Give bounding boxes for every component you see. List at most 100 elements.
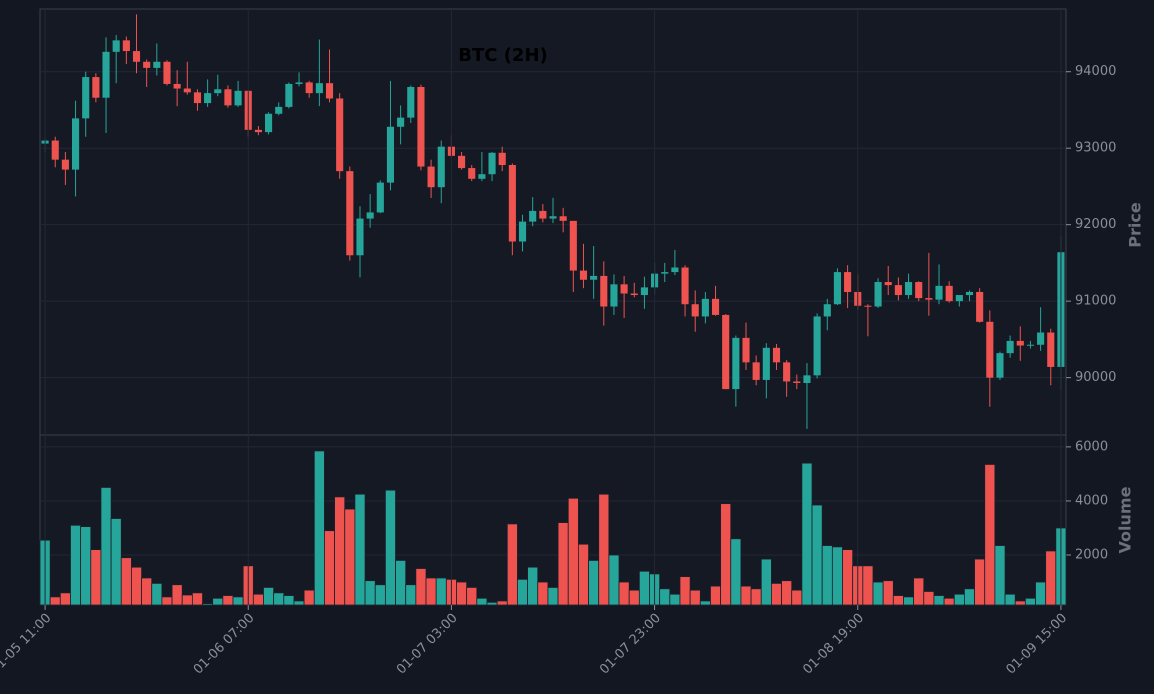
candle-body	[295, 82, 303, 84]
volume-bar	[994, 545, 1006, 606]
chart-title: BTC (2H)	[458, 45, 548, 66]
candle-body	[346, 171, 354, 256]
candle-body	[265, 113, 273, 133]
volume-bar	[384, 489, 396, 606]
volume-bar	[577, 543, 589, 606]
volume-bar	[923, 591, 935, 606]
candle-body	[803, 375, 811, 383]
volume-bar	[821, 545, 833, 606]
candle-body	[620, 284, 628, 294]
candle-body	[173, 83, 181, 89]
y-tick-label: 94000	[1075, 64, 1116, 79]
volume-bar	[415, 568, 427, 606]
candle-body	[82, 77, 90, 119]
candle-body	[600, 275, 608, 307]
candle-body	[722, 314, 730, 390]
candle-body	[732, 337, 740, 390]
volume-bar	[1014, 600, 1026, 606]
candle-body	[163, 61, 171, 84]
candle-body	[71, 118, 80, 170]
candle-body	[275, 106, 283, 114]
candle-body	[305, 82, 313, 94]
candle-body	[1016, 340, 1024, 346]
candle-body	[132, 51, 141, 62]
volume-bar	[100, 487, 112, 606]
volume-bar	[1035, 581, 1047, 606]
candle-body	[153, 61, 161, 68]
candle-body	[102, 51, 110, 98]
volume-bar	[964, 588, 975, 606]
candle-body	[844, 272, 852, 292]
candle-body	[742, 337, 750, 363]
candle-body	[935, 285, 943, 300]
candle-body	[945, 285, 953, 302]
candle-body	[915, 282, 923, 299]
volume-bar	[892, 595, 904, 606]
volume-bar	[59, 592, 71, 606]
volume-bar	[831, 546, 843, 606]
volume-bar	[151, 582, 163, 606]
volume-bar	[699, 600, 711, 606]
volume-bar	[547, 587, 559, 606]
volume-bar	[181, 594, 193, 606]
candle-body	[356, 218, 364, 256]
y-axis-label: Price	[1126, 202, 1145, 248]
volume-bar	[222, 595, 234, 606]
volume-bar	[252, 593, 264, 606]
volume-bar	[659, 588, 671, 606]
candle-body	[833, 272, 841, 305]
candle-body	[874, 282, 882, 307]
y-axis-label: Volume	[1116, 486, 1135, 553]
volume-bar	[588, 560, 600, 606]
candle-body	[539, 210, 547, 219]
volume-bar	[517, 578, 529, 606]
candle-body	[204, 93, 212, 104]
volume-bar	[506, 523, 518, 606]
volume-bar	[273, 592, 285, 606]
y-tick-label: 93000	[1075, 141, 1116, 156]
volume-bar	[354, 493, 366, 606]
volume-bar	[344, 508, 356, 606]
candle-body	[894, 285, 902, 296]
volume-bar	[313, 450, 325, 606]
volume-bar	[364, 580, 376, 606]
candle-body	[579, 270, 588, 280]
candle-body	[417, 87, 425, 167]
volume-bar	[771, 582, 782, 606]
volume-bar	[303, 589, 315, 606]
volume-bar	[496, 600, 508, 606]
volume-bar	[882, 580, 894, 606]
candle-body	[336, 98, 344, 172]
volume-bar	[862, 565, 874, 606]
volume-bar	[537, 581, 549, 606]
volume-bar	[456, 581, 468, 606]
candle-body	[772, 347, 781, 363]
candle-body	[366, 212, 374, 219]
volume-bar	[293, 600, 305, 606]
candle-body	[681, 267, 689, 305]
volume-bar	[263, 587, 275, 606]
candle-body	[122, 40, 130, 52]
volume-bar	[750, 588, 762, 606]
candle-body	[254, 129, 262, 133]
volume-bar	[324, 530, 335, 606]
candle-body	[976, 291, 984, 322]
volume-bar	[720, 503, 732, 606]
candle-body	[864, 305, 872, 307]
volume-bar	[628, 589, 640, 606]
candle-body	[783, 362, 791, 382]
candle-body	[965, 291, 974, 296]
volume-bar	[933, 595, 945, 606]
y-tick-label: 91000	[1075, 294, 1116, 309]
candle-body	[488, 152, 496, 175]
volume-bar	[283, 595, 295, 606]
volume-bar	[110, 518, 122, 606]
candle-body	[112, 40, 120, 52]
candle-body	[711, 298, 720, 315]
candle-body	[315, 83, 323, 94]
candle-body	[1037, 332, 1045, 345]
candle-body	[986, 321, 994, 378]
candle-body	[1047, 332, 1055, 367]
